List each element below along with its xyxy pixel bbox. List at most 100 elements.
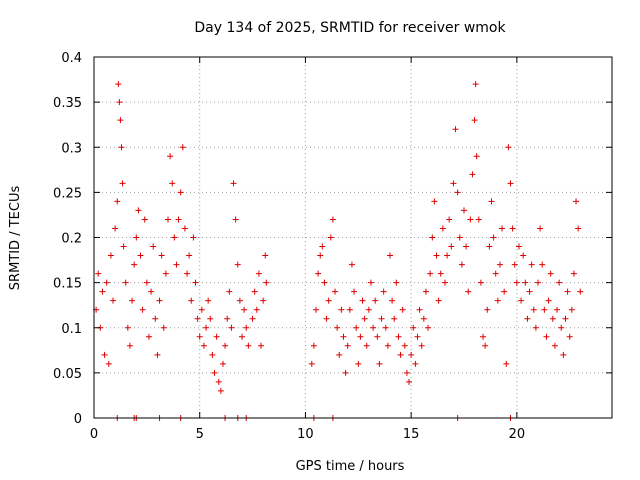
data-point [323, 315, 330, 322]
data-point [416, 306, 423, 313]
data-point [568, 306, 575, 313]
data-point [321, 279, 328, 286]
data-point [556, 279, 563, 286]
data-point [154, 351, 161, 358]
data-point [118, 144, 125, 151]
data-point [469, 171, 476, 178]
data-point [395, 333, 402, 340]
data-point [156, 297, 163, 304]
x-tick-label: 15 [403, 427, 420, 442]
data-point [391, 315, 398, 322]
data-point [355, 360, 362, 367]
data-point [370, 324, 377, 331]
data-point [262, 252, 269, 259]
data-point [336, 351, 343, 358]
data-point [433, 252, 440, 259]
data-point [374, 333, 381, 340]
data-point [258, 342, 265, 349]
data-point [171, 234, 178, 241]
data-point [496, 261, 503, 268]
data-point [332, 288, 339, 295]
data-point [530, 306, 537, 313]
data-point [452, 126, 459, 133]
data-point [194, 315, 201, 322]
data-point [444, 252, 451, 259]
data-point [315, 270, 322, 277]
data-point [353, 324, 360, 331]
data-point [217, 387, 224, 394]
data-point [177, 189, 184, 196]
data-point [103, 279, 110, 286]
data-point [141, 216, 148, 223]
data-point [188, 297, 195, 304]
data-point [139, 306, 146, 313]
data-point [148, 288, 155, 295]
data-point [554, 306, 561, 313]
data-point [397, 351, 404, 358]
data-point [213, 333, 220, 340]
axis-ticks: 0 5 10 15 20 0 0.05 0.1 0.15 0.2 0.25 0.3 0.35 0.4 [53, 51, 612, 442]
data-point [145, 333, 152, 340]
data-point [367, 279, 374, 286]
data-point [465, 288, 472, 295]
data-point [135, 207, 142, 214]
data-point [120, 243, 127, 250]
data-point [387, 252, 393, 259]
data-point [211, 369, 218, 376]
data-point [340, 333, 347, 340]
data-point [410, 324, 417, 331]
data-point [511, 261, 518, 268]
data-point [361, 315, 368, 322]
data-point [425, 324, 432, 331]
data-point [167, 153, 174, 160]
data-point [224, 315, 231, 322]
data-point [137, 252, 144, 259]
data-point [329, 216, 336, 223]
data-point [458, 261, 465, 268]
data-point [122, 279, 129, 286]
data-point [372, 297, 379, 304]
data-point [429, 234, 436, 241]
data-point [152, 315, 159, 322]
data-point [319, 243, 326, 250]
data-point [431, 198, 438, 205]
data-point [101, 351, 108, 358]
data-point [129, 297, 136, 304]
data-point [482, 342, 489, 349]
data-point [241, 306, 248, 313]
data-point [334, 324, 341, 331]
y-tick-label: 0 [74, 412, 82, 427]
data-point [558, 324, 565, 331]
data-point [414, 333, 421, 340]
data-point [190, 234, 197, 241]
data-point [577, 288, 584, 295]
data-point [422, 288, 429, 295]
data-point [537, 225, 544, 232]
data-point [158, 252, 165, 259]
y-tick-label: 0.2 [61, 232, 82, 247]
data-point [263, 279, 270, 286]
data-point [492, 270, 499, 277]
data-point [198, 306, 205, 313]
data-point [230, 180, 237, 187]
data-point [317, 252, 324, 259]
data-point [551, 342, 558, 349]
data-point [575, 225, 582, 232]
data-point [236, 297, 243, 304]
y-tick-label: 0.35 [53, 96, 82, 111]
data-point [133, 234, 140, 241]
data-point [338, 306, 345, 313]
y-tick-label: 0.1 [61, 322, 82, 337]
data-point [401, 342, 408, 349]
data-point [547, 270, 554, 277]
data-point [382, 324, 389, 331]
x-tick-label: 20 [509, 427, 526, 442]
data-point [209, 351, 216, 358]
data-point [503, 360, 510, 367]
data-point [501, 288, 508, 295]
data-point [327, 234, 334, 241]
data-point [437, 270, 444, 277]
data-point [260, 297, 267, 304]
data-point [222, 342, 229, 349]
